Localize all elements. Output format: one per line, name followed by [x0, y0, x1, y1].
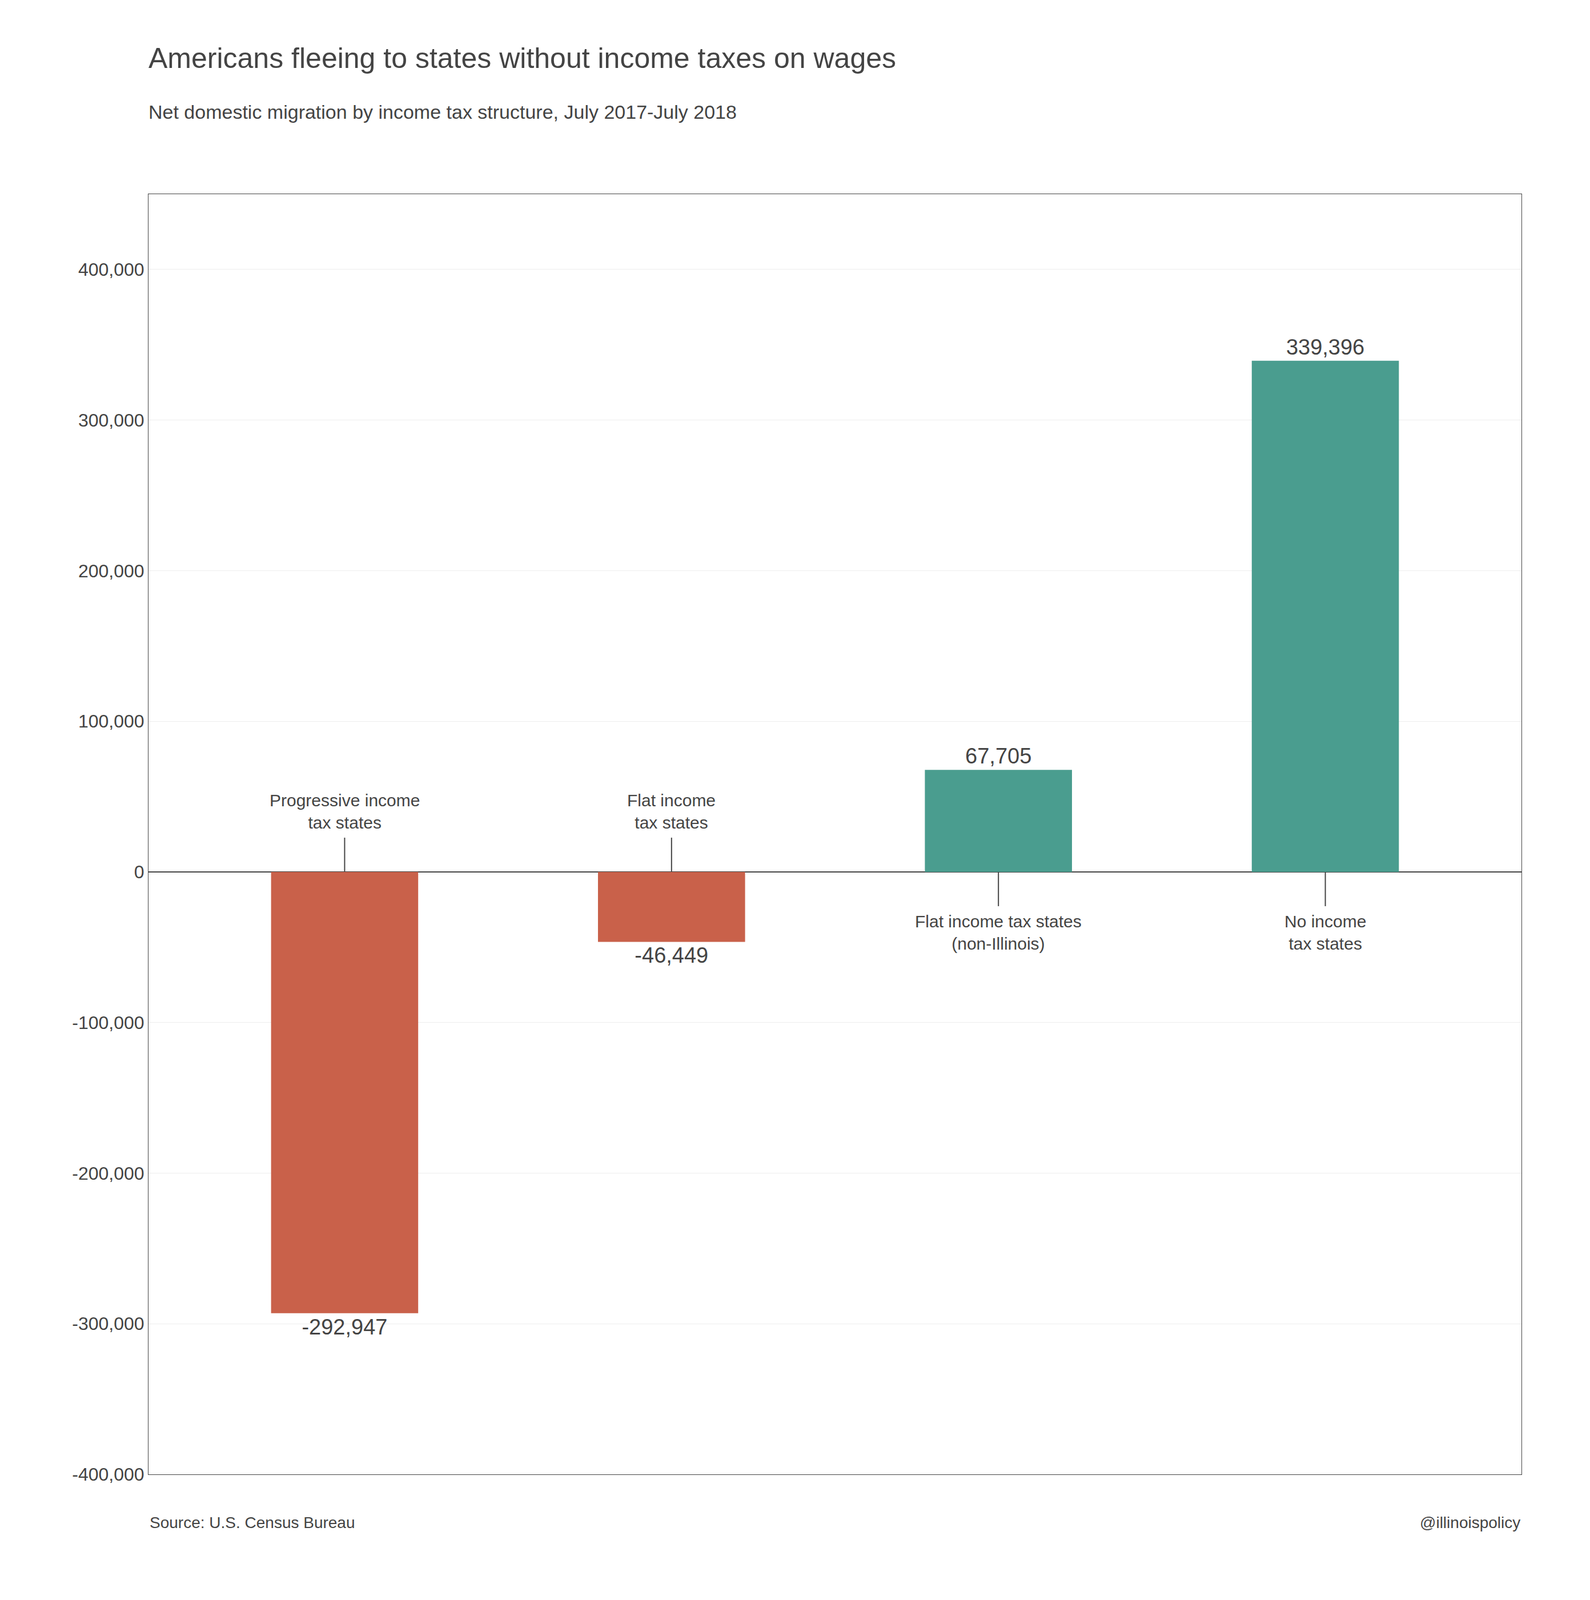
svg-text:400,000: 400,000: [78, 259, 145, 280]
svg-text:Americans fleeing to states wi: Americans fleeing to states without inco…: [148, 42, 897, 75]
svg-text:Flat incometax states: Flat incometax states: [627, 791, 716, 833]
svg-text:Flat income tax states(non-Ill: Flat income tax states(non-Illinois): [914, 912, 1082, 954]
svg-text:-46,449: -46,449: [634, 943, 709, 968]
svg-text:-292,947: -292,947: [301, 1315, 388, 1340]
svg-text:-300,000: -300,000: [71, 1313, 144, 1335]
svg-text:-100,000: -100,000: [71, 1012, 144, 1034]
svg-text:67,705: 67,705: [965, 744, 1032, 769]
svg-text:Net domestic migration by inco: Net domestic migration by income tax str…: [148, 101, 737, 123]
svg-text:Source: U.S. Census Bureau: Source: U.S. Census Bureau: [149, 1514, 356, 1532]
svg-text:-400,000: -400,000: [71, 1464, 144, 1485]
svg-text:339,396: 339,396: [1286, 335, 1365, 360]
svg-text:No incometax states: No incometax states: [1284, 912, 1367, 954]
svg-text:@illinoispolicy: @illinoispolicy: [1419, 1514, 1521, 1532]
svg-text:0: 0: [134, 861, 145, 883]
svg-text:100,000: 100,000: [78, 711, 145, 732]
svg-text:200,000: 200,000: [78, 560, 145, 582]
svg-text:Progressive incometax states: Progressive incometax states: [269, 791, 420, 833]
svg-text:-200,000: -200,000: [71, 1163, 144, 1184]
svg-text:300,000: 300,000: [78, 410, 145, 431]
